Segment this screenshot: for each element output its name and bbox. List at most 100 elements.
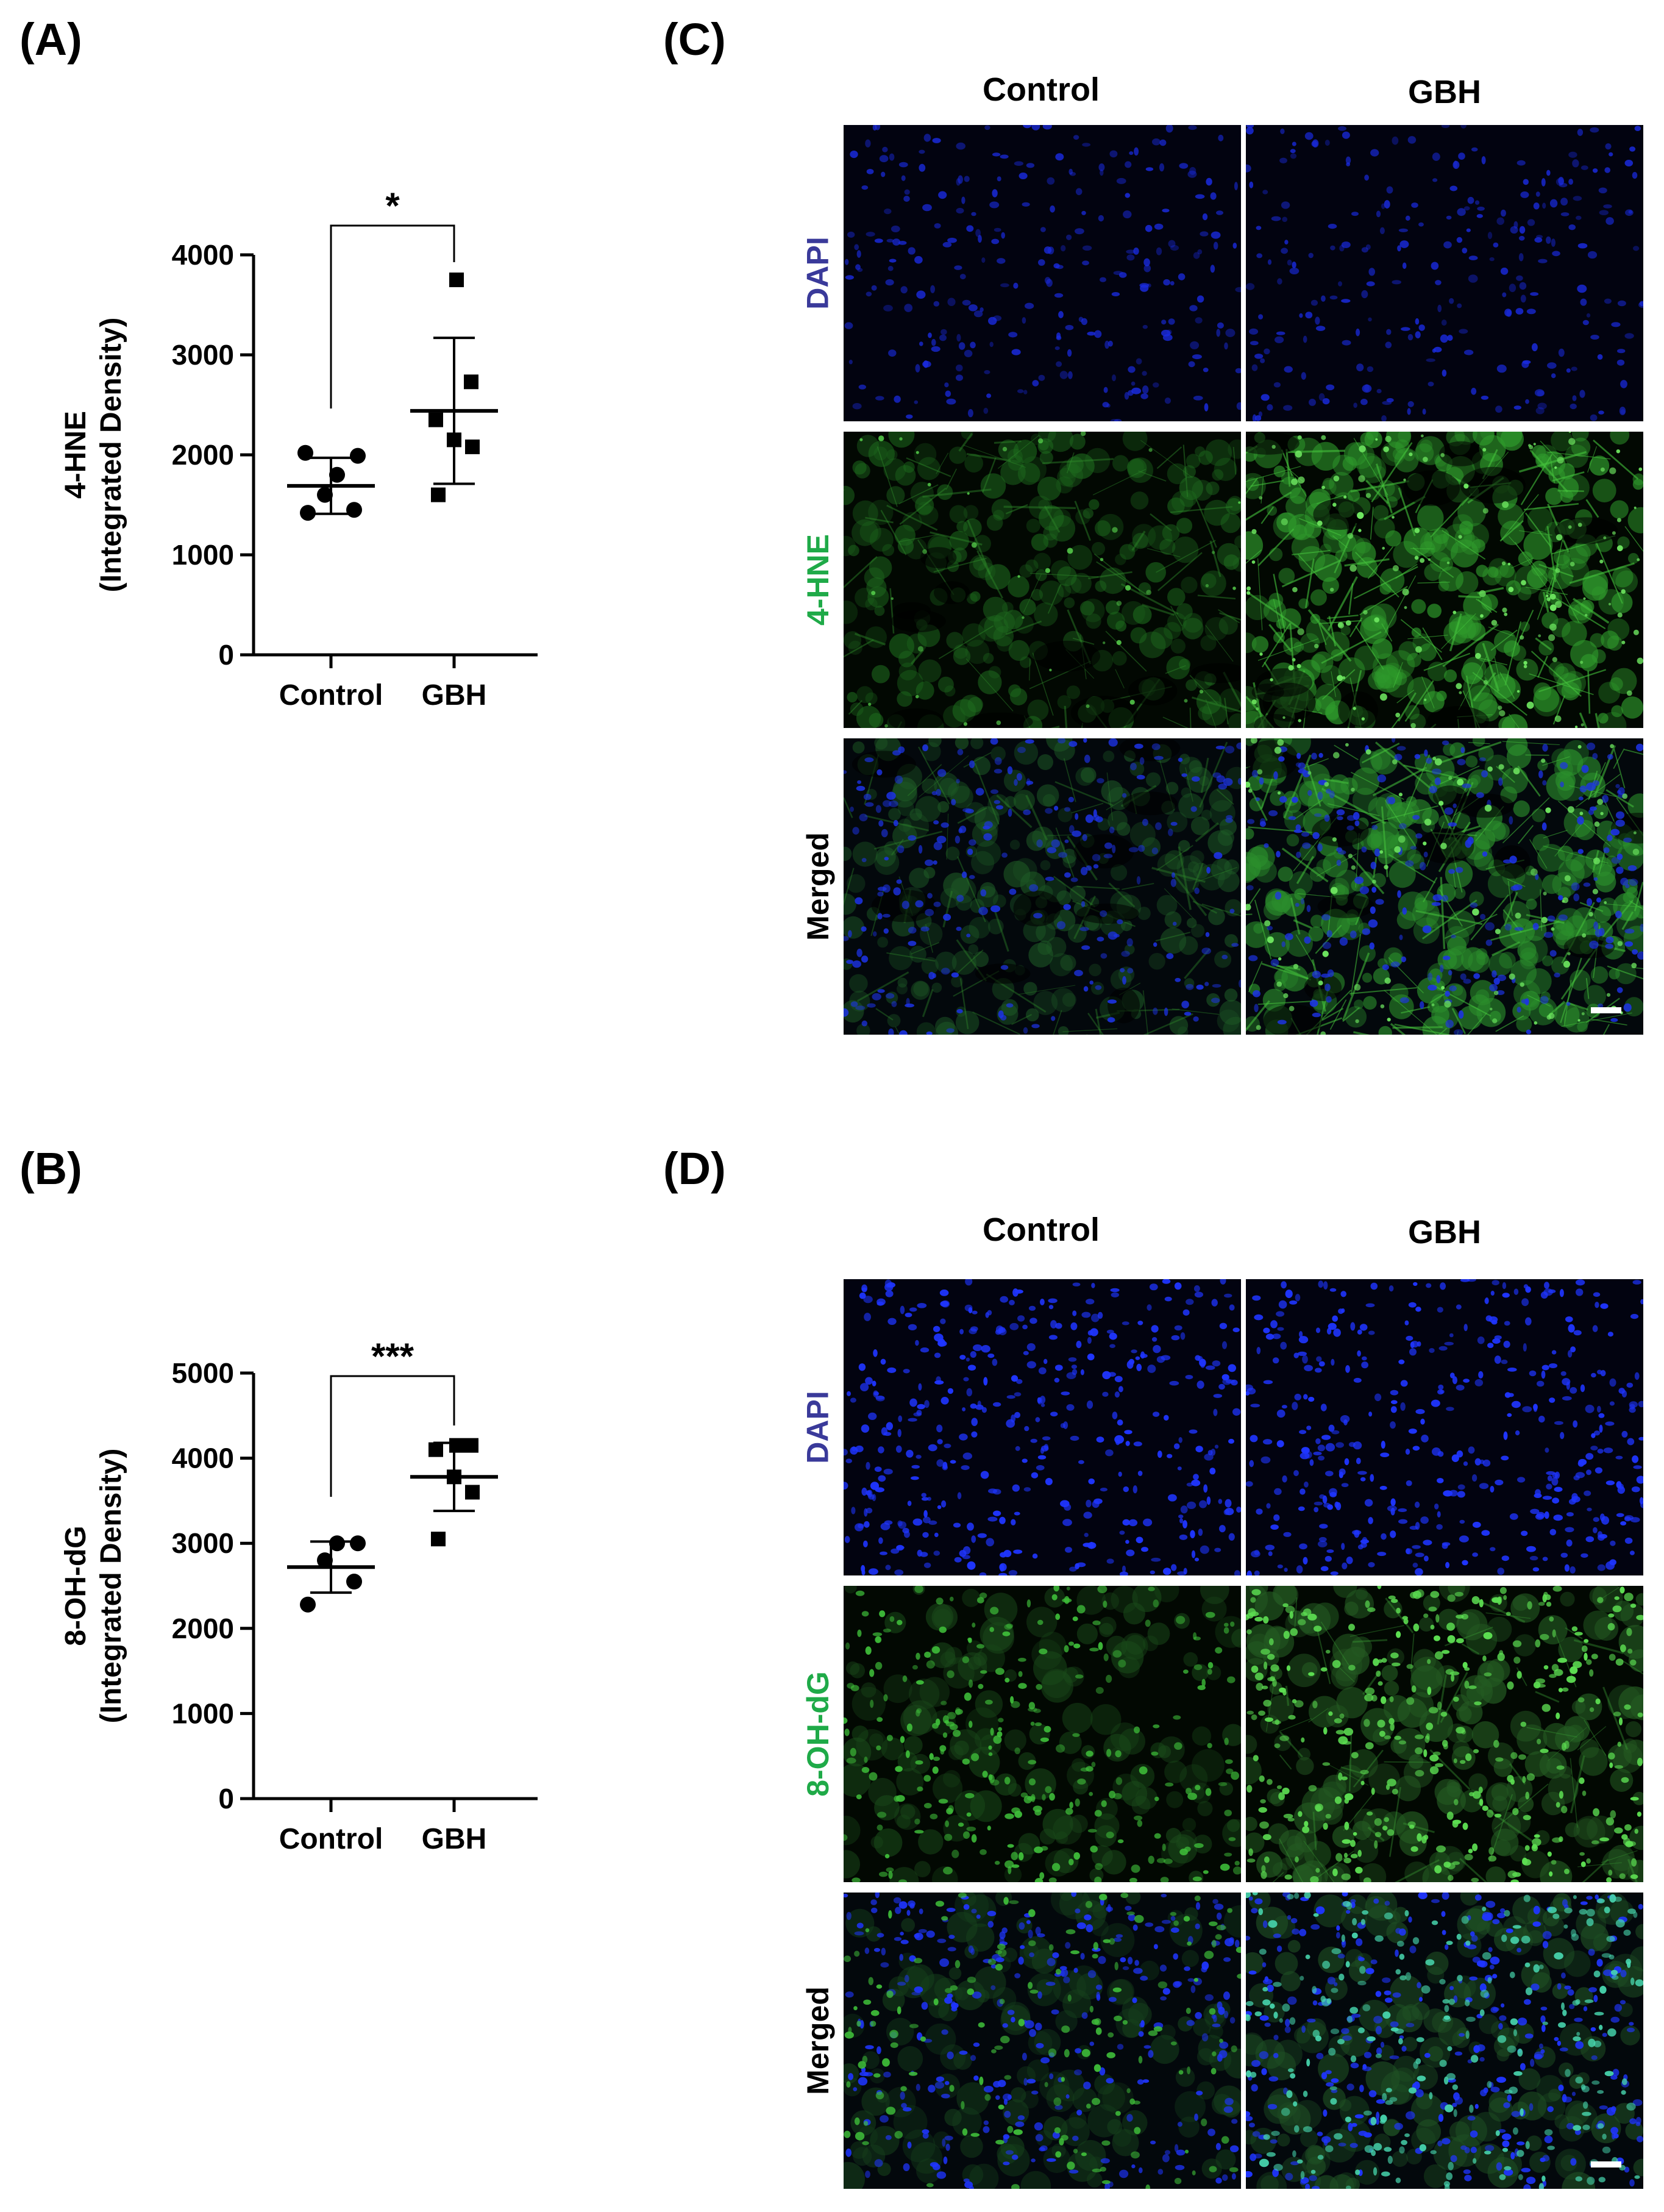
nucleus — [1463, 979, 1471, 984]
fiber — [1106, 772, 1113, 821]
nucleus — [936, 1459, 944, 1467]
nucleus — [934, 1532, 939, 1538]
signal — [1029, 495, 1053, 519]
signal — [1476, 565, 1488, 577]
nucleus — [938, 191, 947, 199]
nucleus — [1549, 1529, 1557, 1536]
signal — [1189, 760, 1202, 773]
nucleus — [1218, 1499, 1223, 1504]
signal — [1345, 743, 1349, 747]
signal — [1523, 665, 1527, 668]
nucleus — [1520, 191, 1529, 198]
nucleus — [1018, 1852, 1024, 1861]
nucleus — [1273, 1514, 1280, 1521]
nucleus — [1546, 169, 1551, 176]
signal — [869, 556, 892, 579]
nucleus — [1209, 1468, 1216, 1475]
cell-body — [920, 547, 957, 568]
signal — [1548, 661, 1565, 677]
nucleus — [1164, 1296, 1172, 1302]
signal — [1368, 671, 1387, 690]
nucleus — [989, 341, 994, 348]
nucleus — [1292, 262, 1296, 268]
signal — [889, 633, 914, 659]
nucleus — [860, 1383, 869, 1391]
nucleus — [1285, 1290, 1293, 1299]
nucleus — [1260, 394, 1270, 401]
nucleus — [1139, 757, 1145, 765]
nucleus — [1018, 1671, 1023, 1677]
nucleus — [1277, 1019, 1287, 1025]
nucleus — [1629, 1550, 1635, 1555]
nucleus — [1471, 1877, 1479, 1882]
nucleus — [1436, 1845, 1446, 1853]
nucleus — [1348, 1624, 1355, 1631]
nucleus — [1357, 1329, 1362, 1335]
nucleus — [977, 1533, 987, 1538]
nucleus — [1077, 1779, 1086, 1785]
nucleus — [1443, 241, 1452, 249]
nucleus — [1213, 241, 1218, 250]
nucleus — [1320, 1566, 1329, 1571]
nucleus — [1533, 202, 1540, 210]
nucleus — [997, 1731, 1003, 1738]
fiber — [1025, 794, 1048, 841]
signal — [1610, 744, 1614, 749]
nucleus — [1260, 1799, 1266, 1803]
signal — [1311, 441, 1340, 471]
signal — [872, 665, 890, 683]
nucleus — [1449, 985, 1457, 991]
nucleus — [1288, 816, 1296, 820]
nucleus — [1056, 921, 1066, 930]
nucleus — [1251, 1665, 1259, 1673]
nucleus — [1009, 1299, 1015, 1305]
signal — [1178, 1026, 1189, 1035]
nucleus — [1624, 1704, 1631, 1710]
nucleus — [1481, 770, 1488, 778]
nucleus — [1577, 816, 1584, 825]
nucleus — [962, 1407, 966, 1411]
nucleus — [966, 1812, 972, 1817]
nucleus — [1556, 178, 1565, 186]
nucleus — [906, 1449, 914, 1458]
nucleus — [908, 927, 917, 934]
nucleus — [1406, 1335, 1413, 1341]
signal — [1246, 921, 1270, 948]
signal — [1101, 1850, 1126, 1875]
nucleus — [1028, 1760, 1037, 1764]
nucleus — [1597, 1597, 1604, 1604]
nucleus — [1603, 847, 1610, 854]
nucleus — [1023, 390, 1028, 394]
nucleus — [1023, 1027, 1028, 1034]
nucleus — [1170, 821, 1178, 826]
nucleus — [1072, 1733, 1080, 1737]
nucleus — [1322, 1762, 1331, 1766]
row-label-dapi: DAPI — [801, 1391, 835, 1464]
nucleus — [1484, 1672, 1492, 1677]
fiber — [1359, 585, 1408, 616]
nucleus — [1068, 1641, 1075, 1646]
signal — [1468, 994, 1491, 1016]
nucleus — [931, 346, 940, 352]
nucleus — [1345, 156, 1351, 165]
nucleus — [937, 1338, 945, 1347]
signal — [1156, 894, 1178, 916]
nucleus — [1485, 940, 1493, 946]
nucleus — [923, 134, 931, 142]
nucleus — [1533, 1404, 1538, 1411]
nucleus — [1103, 1654, 1109, 1661]
signal — [1186, 454, 1201, 469]
fiber — [1526, 1727, 1577, 1738]
nucleus — [1128, 1519, 1138, 1527]
fiber — [1401, 1006, 1430, 1014]
nucleus — [1098, 163, 1105, 171]
nucleus — [866, 169, 874, 174]
signal — [1345, 620, 1351, 626]
nucleus — [1525, 1286, 1531, 1293]
fiber — [1394, 1023, 1452, 1035]
nucleus — [1232, 243, 1237, 249]
signal — [1377, 674, 1392, 689]
nucleus — [1260, 358, 1265, 363]
signal — [1357, 557, 1378, 578]
signal — [1448, 776, 1452, 780]
